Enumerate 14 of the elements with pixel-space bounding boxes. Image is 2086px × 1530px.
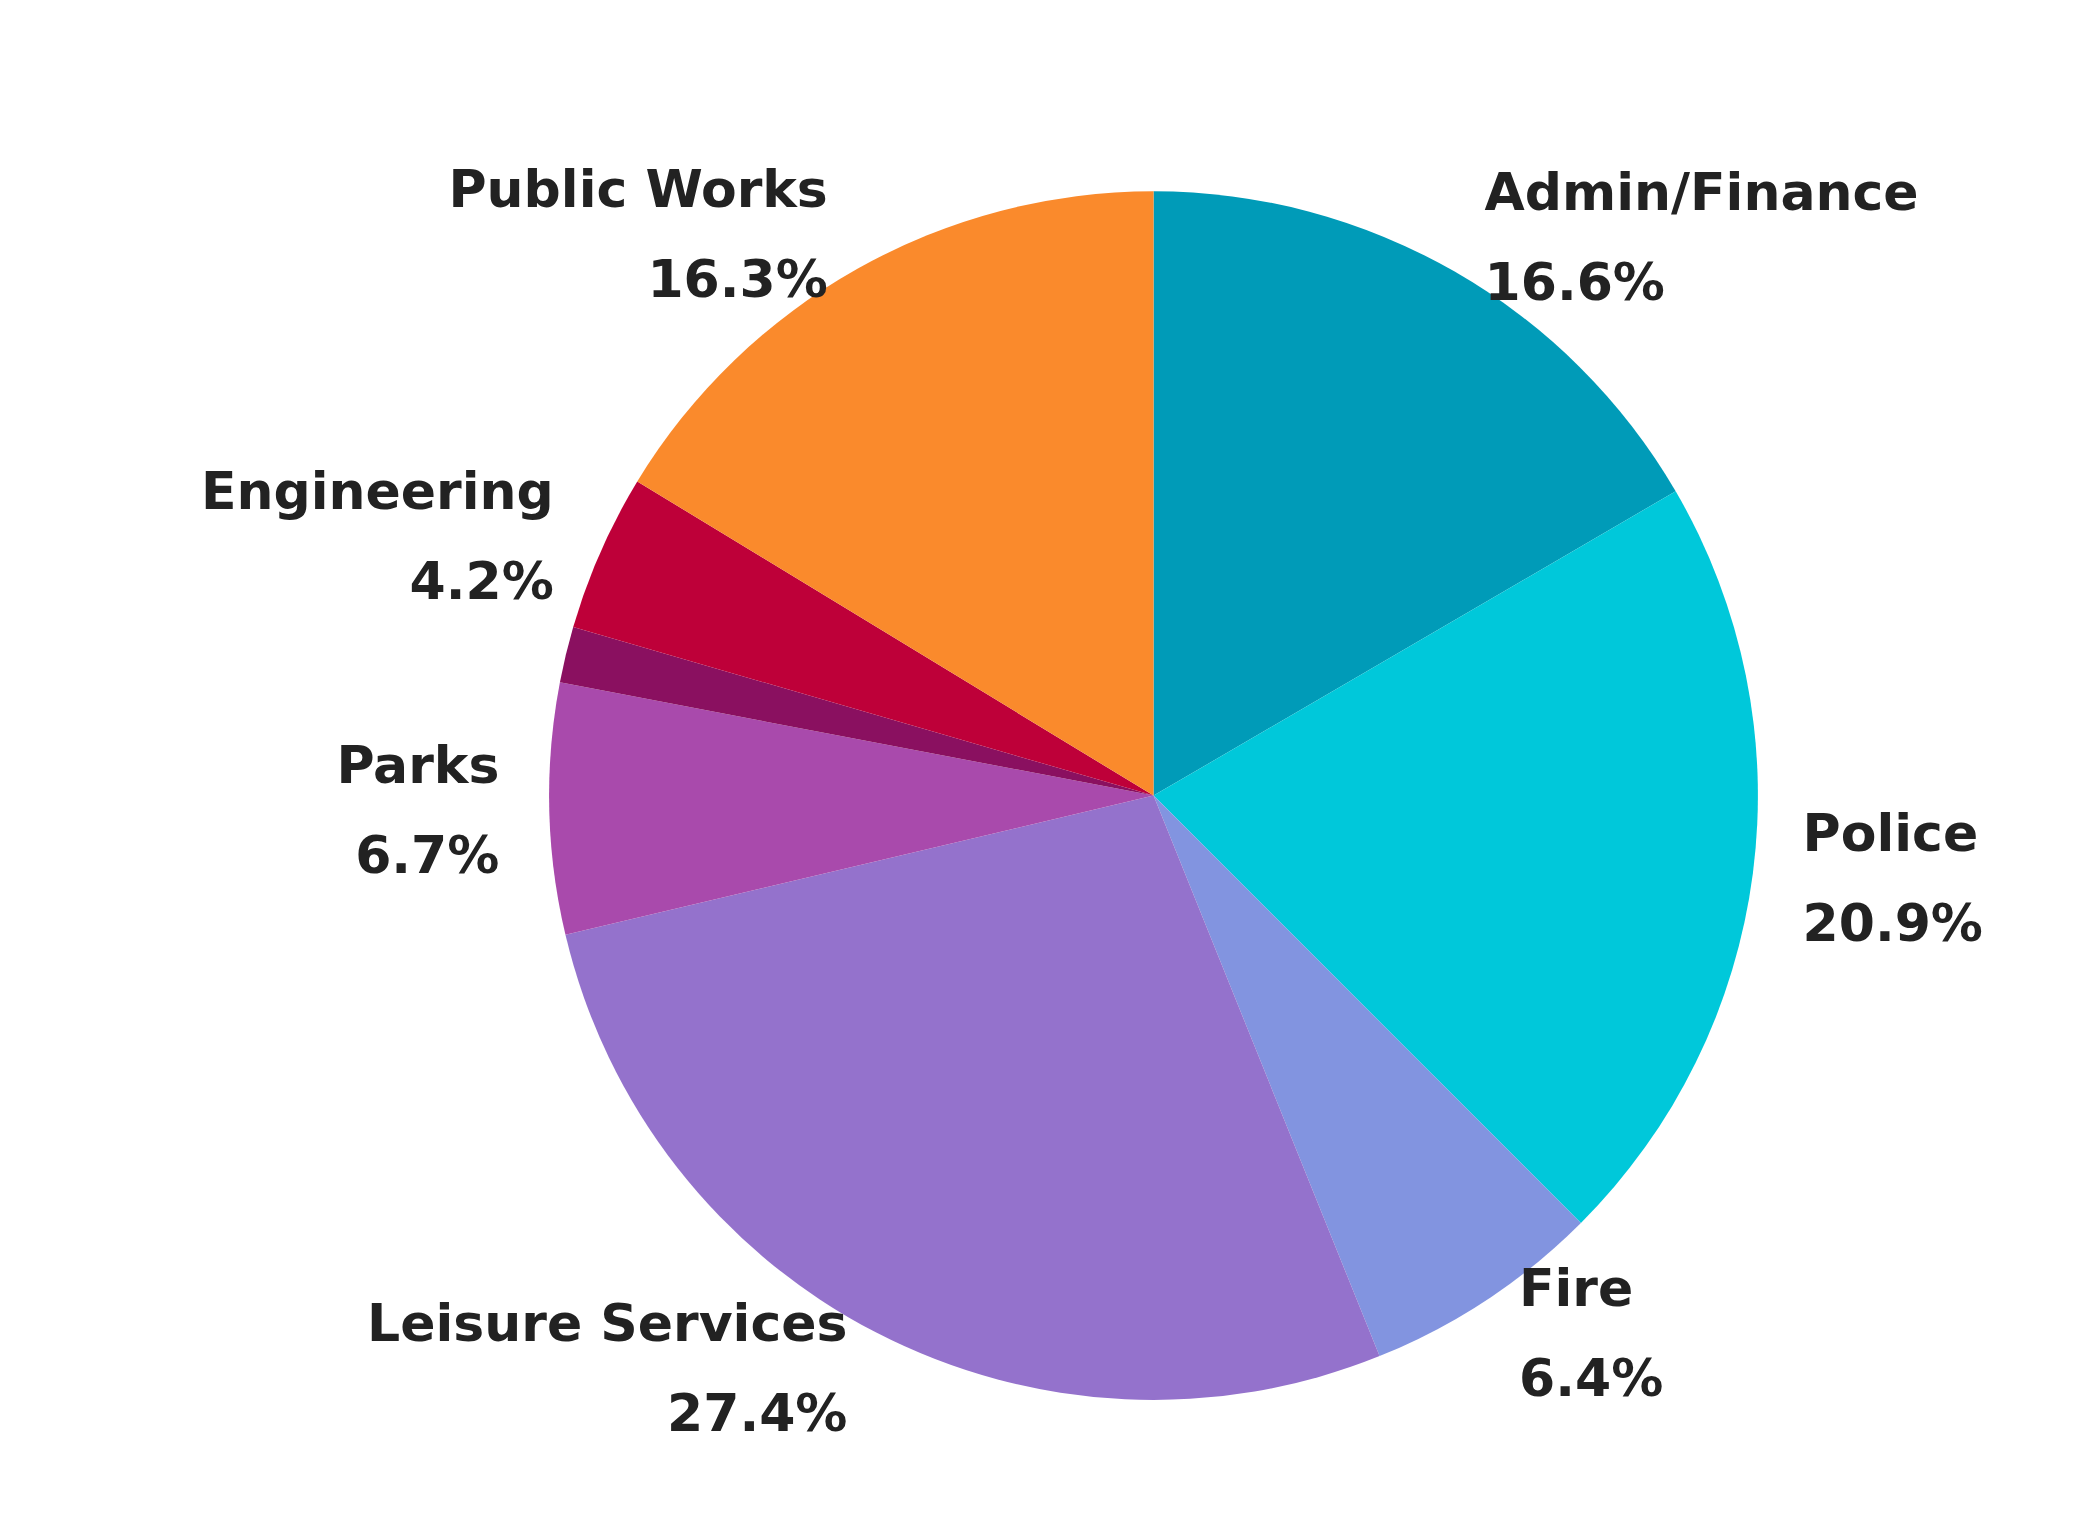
slice-label: Public Works bbox=[448, 158, 828, 219]
data-label: 16.3% bbox=[647, 248, 828, 309]
data-label: 4.2% bbox=[409, 550, 554, 611]
slice-label: Fire bbox=[1519, 1258, 1634, 1319]
slice-label: Admin/Finance bbox=[1484, 161, 1919, 222]
data-label: 6.7% bbox=[355, 824, 500, 885]
slice-label: Parks bbox=[336, 734, 500, 795]
data-label: 27.4% bbox=[667, 1382, 848, 1443]
slice-label: Engineering bbox=[200, 460, 554, 521]
data-label: 16.6% bbox=[1484, 251, 1665, 312]
slice-label: Police bbox=[1802, 803, 1979, 864]
slice-label: Leisure Services bbox=[367, 1292, 848, 1353]
data-label: 6.4% bbox=[1519, 1348, 1664, 1409]
data-label: 20.9% bbox=[1802, 893, 1983, 954]
